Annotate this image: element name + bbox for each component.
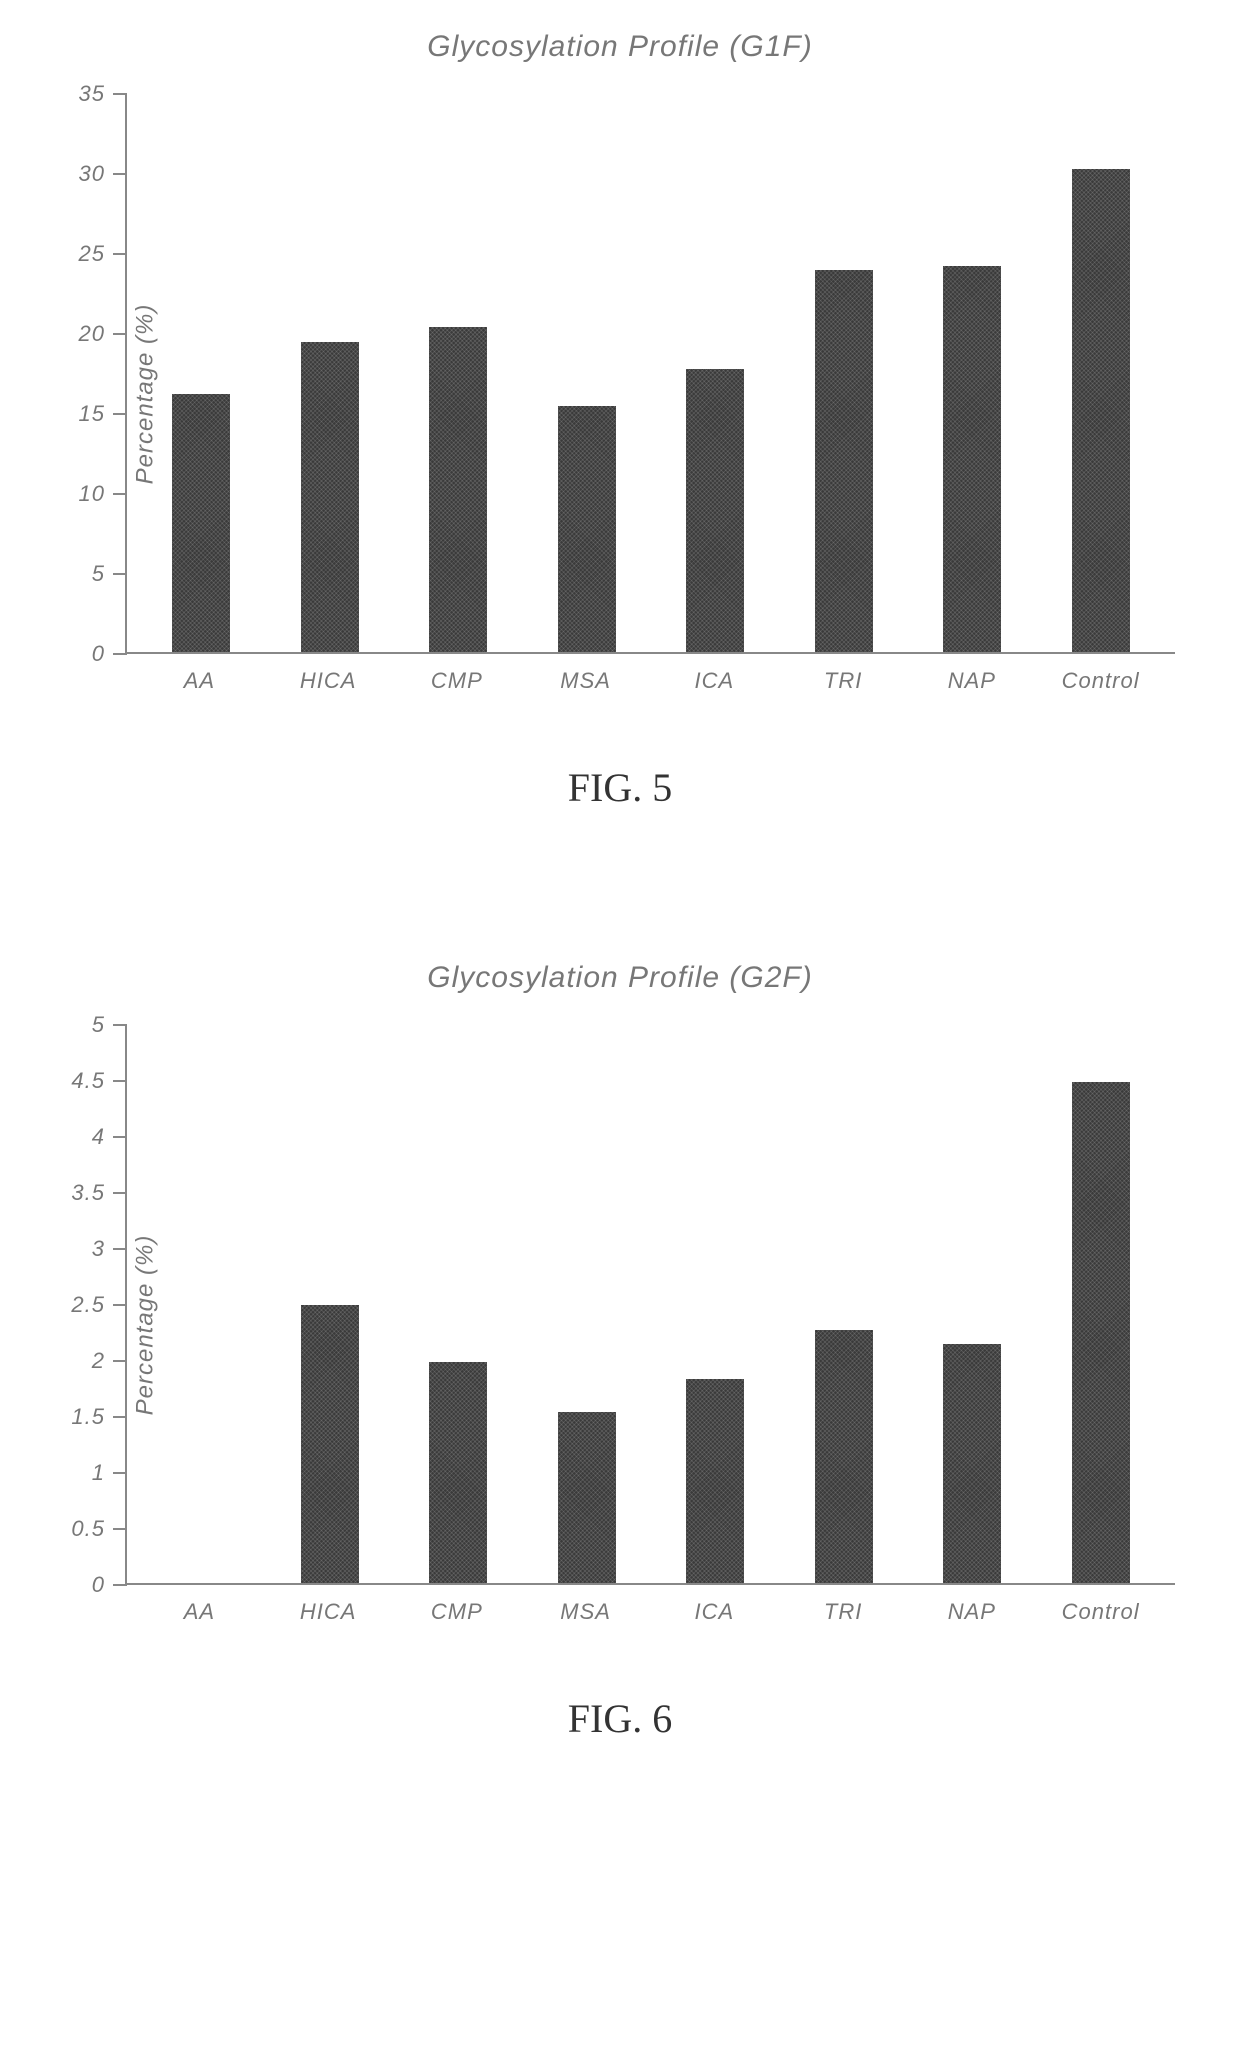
- y-tick-label: 4: [92, 1124, 127, 1150]
- y-tick-label: 5: [92, 561, 127, 587]
- y-tick-label: 0: [92, 1572, 127, 1598]
- bar: [943, 266, 1001, 652]
- y-tick-label: 30: [79, 161, 127, 187]
- bars-container-g2f: [127, 1025, 1175, 1583]
- bar-slot: [137, 1025, 266, 1583]
- bar-slot: [394, 1025, 523, 1583]
- bar-slot: [266, 1025, 395, 1583]
- bar-slot: [394, 94, 523, 652]
- bar-slot: [1037, 1025, 1166, 1583]
- bar-slot: [523, 1025, 652, 1583]
- bar-slot: [1037, 94, 1166, 652]
- figure-spacer: [40, 811, 1200, 961]
- y-tick-label: 0: [92, 641, 127, 667]
- bar-slot: [908, 1025, 1037, 1583]
- chart-title-g2f: Glycosylation Profile (G2F): [427, 961, 812, 995]
- bar-slot: [137, 94, 266, 652]
- y-tick-label: 3.5: [71, 1180, 127, 1206]
- bar: [429, 1362, 487, 1583]
- y-tick-label: 35: [79, 81, 127, 107]
- bar: [172, 394, 230, 652]
- bars-container-g1f: [127, 94, 1175, 652]
- x-label: ICA: [650, 668, 779, 694]
- x-label: Control: [1036, 1599, 1165, 1625]
- x-label: TRI: [779, 1599, 908, 1625]
- bar: [815, 1330, 873, 1583]
- bar: [558, 406, 616, 652]
- bar-slot: [780, 1025, 909, 1583]
- y-tick-label: 10: [79, 481, 127, 507]
- y-tick-label: 1.5: [71, 1404, 127, 1430]
- plot-area-g2f: 00.511.522.533.544.55: [125, 1025, 1175, 1585]
- bar: [1072, 169, 1130, 652]
- y-tick-label: 15: [79, 401, 127, 427]
- bar: [301, 342, 359, 652]
- x-label: Control: [1036, 668, 1165, 694]
- figure-caption-g1f: FIG. 5: [568, 764, 672, 811]
- y-tick-label: 5: [92, 1012, 127, 1038]
- bar: [815, 270, 873, 652]
- y-tick-label: 1: [92, 1460, 127, 1486]
- x-label: AA: [135, 668, 264, 694]
- bar: [429, 327, 487, 652]
- y-tick-label: 0.5: [71, 1516, 127, 1542]
- bar: [558, 1412, 616, 1583]
- x-label: HICA: [264, 1599, 393, 1625]
- bar-slot: [523, 94, 652, 652]
- plot-area-g1f: 05101520253035: [125, 94, 1175, 654]
- y-tick-label: 3: [92, 1236, 127, 1262]
- y-tick-label: 25: [79, 241, 127, 267]
- chart-wrap-g1f: Percentage (%) 05101520253035 AAHICACMPM…: [125, 94, 1175, 694]
- x-label: NAP: [908, 1599, 1037, 1625]
- x-label: MSA: [521, 1599, 650, 1625]
- x-label: NAP: [908, 668, 1037, 694]
- bar-slot: [651, 1025, 780, 1583]
- bar: [686, 1379, 744, 1583]
- y-tick-label: 2.5: [71, 1292, 127, 1318]
- y-tick-label: 20: [79, 321, 127, 347]
- bar: [1072, 1082, 1130, 1583]
- bar-slot: [908, 94, 1037, 652]
- bar-slot: [780, 94, 909, 652]
- x-label: MSA: [521, 668, 650, 694]
- chart-title-g1f: Glycosylation Profile (G1F): [427, 30, 812, 64]
- bar: [943, 1344, 1001, 1583]
- figure-g1f: Glycosylation Profile (G1F) Percentage (…: [40, 30, 1200, 811]
- bar: [301, 1305, 359, 1583]
- x-label: HICA: [264, 668, 393, 694]
- chart-wrap-g2f: Percentage (%) 00.511.522.533.544.55 AAH…: [125, 1025, 1175, 1625]
- bar-slot: [266, 94, 395, 652]
- x-label: CMP: [393, 1599, 522, 1625]
- x-label: ICA: [650, 1599, 779, 1625]
- figure-g2f: Glycosylation Profile (G2F) Percentage (…: [40, 961, 1200, 1742]
- bar: [686, 369, 744, 652]
- x-label: TRI: [779, 668, 908, 694]
- x-label: AA: [135, 1599, 264, 1625]
- x-labels-g1f: AAHICACMPMSAICATRINAPControl: [125, 654, 1175, 694]
- y-tick-label: 4.5: [71, 1068, 127, 1094]
- y-tick-label: 2: [92, 1348, 127, 1374]
- page: Glycosylation Profile (G1F) Percentage (…: [0, 0, 1240, 2064]
- x-labels-g2f: AAHICACMPMSAICATRINAPControl: [125, 1585, 1175, 1625]
- bar-slot: [651, 94, 780, 652]
- figure-caption-g2f: FIG. 6: [568, 1695, 672, 1742]
- x-label: CMP: [393, 668, 522, 694]
